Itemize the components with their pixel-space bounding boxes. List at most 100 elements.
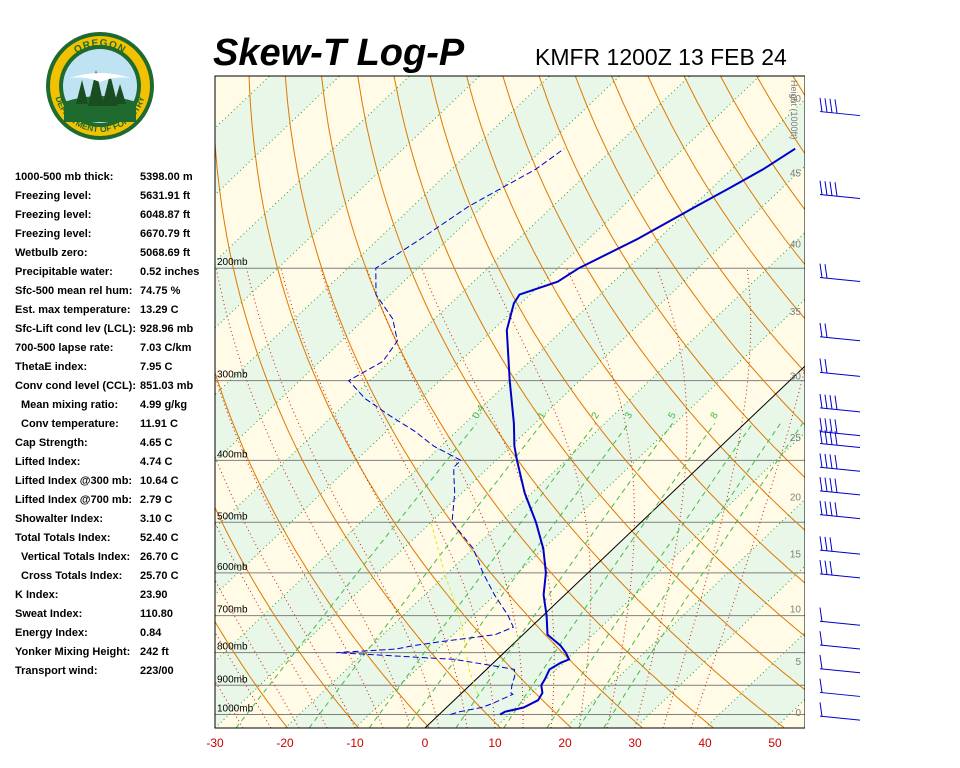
index-row: Freezing level: 6670.79 ft [15,225,205,244]
height-tick-label: 5 [795,657,801,668]
index-label: Conv cond level (CCL): [15,380,137,392]
mixing-ratio-line [368,423,596,728]
index-row: K Index: 23.90 [15,586,205,605]
index-row: Mean mixing ratio: 4.99 g/kg [15,396,205,415]
temperature-tick-label: -20 [276,736,294,750]
index-value: 851.03 mb [140,380,194,392]
height-tick-label: 15 [790,549,802,560]
index-row: Energy Index: 0.84 [15,624,205,643]
moist-adiabat [215,727,216,728]
index-row: Sweat Index: 110.80 [15,605,205,624]
index-row: Freezing level: 6048.87 ft [15,206,205,225]
index-value: 6670.79 ft [140,228,191,240]
index-row: ThetaE index: 7.95 C [15,358,205,377]
index-label: Freezing level: [15,228,92,240]
temperature-band [215,76,340,195]
index-label: Est. max temperature: [15,304,131,316]
dry-adiabat [248,76,572,728]
plot-border [214,75,805,729]
index-value: 5398.00 m [140,171,193,183]
moist-adiabat [280,268,468,728]
height-tick-label: 40 [790,239,802,250]
mixing-ratio-line [455,423,673,728]
mixing-ratio-line [406,423,630,728]
mixing-ratio-line [603,423,804,728]
wind-barb [819,607,861,626]
chart-title: Skew-T Log-P [213,32,465,74]
index-value: 6048.87 ft [140,209,191,221]
index-label: Conv temperature: [21,418,119,430]
index-value: 7.95 C [140,361,173,373]
mixing-ratio-label: 5 [666,410,679,421]
index-value: 4.74 C [140,456,173,468]
temperature-tick-label: 20 [558,736,572,750]
index-row: Cross Totals Index: 25.70 C [15,567,205,586]
index-label: Cap Strength: [15,437,88,449]
isotherm-line [354,298,805,728]
index-value: 23.90 [140,589,168,601]
index-label: Cross Totals Index: [21,570,123,582]
index-label: Lifted Index: [15,456,81,468]
mixing-ratio-line [578,423,781,728]
index-row: Conv temperature: 11.91 C [15,415,205,434]
pressure-tick-label: 700mb [217,605,248,616]
temperature-tick-label: 40 [698,736,712,750]
wind-barb [819,97,861,117]
temperature-band [215,76,760,595]
index-value: 3.10 C [140,513,173,525]
dry-adiabat [502,76,805,531]
moist-adiabat [634,268,688,728]
index-row: Est. max temperature: 13.29 C [15,301,205,320]
index-value: 13.29 C [140,304,179,316]
mixing-ratio-label: 2 [590,410,603,421]
moist-adiabat [320,268,496,728]
isotherm-line [284,232,805,728]
isotherm-line [215,76,690,529]
index-label: Vertical Totals Index: [21,551,131,563]
index-value: 4.65 C [140,437,173,449]
index-row: Transport wind: 223/00 [15,662,205,681]
mixing-ratio-line [308,423,543,728]
index-row: Cap Strength: 4.65 C [15,434,205,453]
index-value: 26.70 C [140,551,179,563]
height-tick-label: 30 [790,371,802,382]
index-row: Freezing level: 5631.91 ft [15,187,205,206]
dry-adiabat [284,76,643,728]
dry-adiabat [538,76,805,479]
height-tick-label: 35 [790,307,802,318]
zero-isotherm [424,365,805,728]
index-value: 52.40 C [140,532,179,544]
index-value: 4.99 g/kg [140,399,188,411]
pressure-tick-label: 300mb [217,370,248,381]
index-row: Precipitable water: 0.52 inches [15,263,205,282]
temperature-tick-label: 0 [422,736,429,750]
index-value: 74.75 % [140,285,181,297]
pressure-tick-label: 200mb [217,257,248,268]
wind-barb [819,358,861,377]
isotherm-line [215,165,805,728]
wind-barb [819,322,861,342]
index-label: Mean mixing ratio: [21,399,119,411]
index-row: Wetbulb zero: 5068.69 ft [15,244,205,263]
mixing-ratio-label: 8 [709,410,722,421]
mixing-ratio-line [546,423,754,728]
isotherm-line [215,76,620,463]
isotherm-line [215,76,760,596]
height-axis-label: Height (1000ft) [789,80,799,140]
index-value: 5068.69 ft [140,247,191,259]
height-tick-label: 25 [790,433,802,444]
index-label: Freezing level: [15,190,92,202]
index-value: 25.70 C [140,570,179,582]
temperature-band [705,632,805,728]
index-value: 110.80 [140,608,174,620]
index-row: Yonker Mixing Height: 242 ft [15,643,205,662]
index-row: Sfc-500 mean rel hum: 74.75 % [15,282,205,301]
temperature-tick-label: 50 [768,736,782,750]
index-value: 10.64 C [140,475,179,487]
index-value: 5631.91 ft [140,190,191,202]
index-label: ThetaE index: [15,361,88,373]
index-row: Lifted Index @300 mb: 10.64 C [15,472,205,491]
wind-barb [819,536,861,555]
dry-adiabat [393,76,805,691]
index-label: Precipitable water: [15,266,113,278]
